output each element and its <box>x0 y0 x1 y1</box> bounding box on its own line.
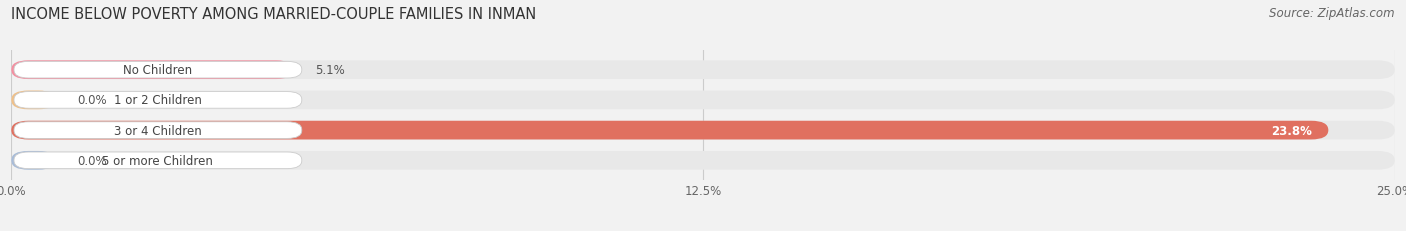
Text: 5 or more Children: 5 or more Children <box>103 154 214 167</box>
FancyBboxPatch shape <box>11 61 294 80</box>
FancyBboxPatch shape <box>11 61 1395 80</box>
Text: 5.1%: 5.1% <box>315 64 346 77</box>
FancyBboxPatch shape <box>11 121 1329 140</box>
Text: 0.0%: 0.0% <box>77 94 107 107</box>
Text: 1 or 2 Children: 1 or 2 Children <box>114 94 202 107</box>
FancyBboxPatch shape <box>11 91 1395 110</box>
Text: No Children: No Children <box>124 64 193 77</box>
FancyBboxPatch shape <box>14 92 302 109</box>
FancyBboxPatch shape <box>11 151 1395 170</box>
FancyBboxPatch shape <box>14 62 302 79</box>
FancyBboxPatch shape <box>14 152 302 169</box>
FancyBboxPatch shape <box>11 151 55 170</box>
FancyBboxPatch shape <box>11 121 1395 140</box>
FancyBboxPatch shape <box>11 91 55 110</box>
Text: 0.0%: 0.0% <box>77 154 107 167</box>
Text: 3 or 4 Children: 3 or 4 Children <box>114 124 202 137</box>
Text: Source: ZipAtlas.com: Source: ZipAtlas.com <box>1270 7 1395 20</box>
Text: INCOME BELOW POVERTY AMONG MARRIED-COUPLE FAMILIES IN INMAN: INCOME BELOW POVERTY AMONG MARRIED-COUPL… <box>11 7 537 22</box>
Text: 23.8%: 23.8% <box>1271 124 1312 137</box>
FancyBboxPatch shape <box>14 122 302 139</box>
